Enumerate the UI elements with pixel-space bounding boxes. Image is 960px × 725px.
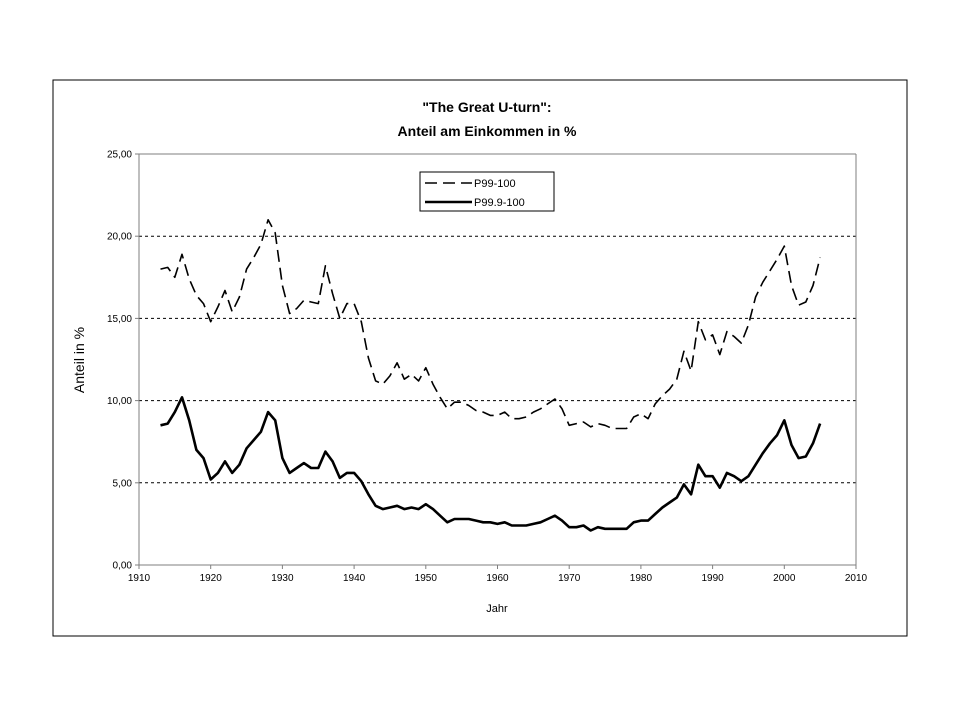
x-axis-ticks: 1910 1920 1930 1940 1950 1960 1970 1980 1990 2000… — [128, 565, 868, 584]
x-tick-label: 2000 — [773, 573, 796, 584]
x-tick-label: 2010 — [845, 573, 868, 584]
legend-box — [419, 171, 555, 212]
y-tick-label: 15,00 — [107, 314, 132, 325]
x-tick-label: 1930 — [271, 573, 294, 584]
y-tick-label: 25,00 — [107, 150, 132, 161]
x-tick-label: 1970 — [558, 573, 581, 584]
y-axis-label: Anteil in % — [71, 327, 87, 393]
series-line-p99-100 — [160, 219, 821, 430]
legend-label-p99-100: P99-100 — [474, 178, 516, 190]
x-tick-label: 1940 — [343, 573, 366, 584]
x-tick-label: 1910 — [128, 573, 151, 584]
chart-border — [52, 79, 908, 637]
x-tick-label: 1920 — [200, 573, 223, 584]
series-line-p99-9-100 — [160, 396, 822, 532]
legend: P99-100 P99.9-100 — [419, 171, 555, 212]
y-tick-label: 5,00 — [113, 478, 133, 489]
y-tick-label: 0,00 — [113, 561, 133, 572]
x-axis-label: Jahr — [486, 603, 508, 615]
x-tick-label: 1990 — [701, 573, 724, 584]
chart-title: "The Great U-turn": — [422, 99, 551, 115]
x-tick-label: 1960 — [486, 573, 509, 584]
x-tick-label: 1980 — [630, 573, 653, 584]
y-axis-ticks: 0,00 5,00 10,00 15,00 20,00 25,00 — [107, 150, 139, 572]
series-lines — [160, 219, 822, 532]
y-tick-label: 20,00 — [107, 232, 132, 243]
y-tick-label: 10,00 — [107, 396, 132, 407]
chart-subtitle: Anteil am Einkommen in % — [398, 123, 577, 139]
legend-label-p99-9-100: P99.9-100 — [474, 197, 525, 209]
x-tick-label: 1950 — [415, 573, 438, 584]
